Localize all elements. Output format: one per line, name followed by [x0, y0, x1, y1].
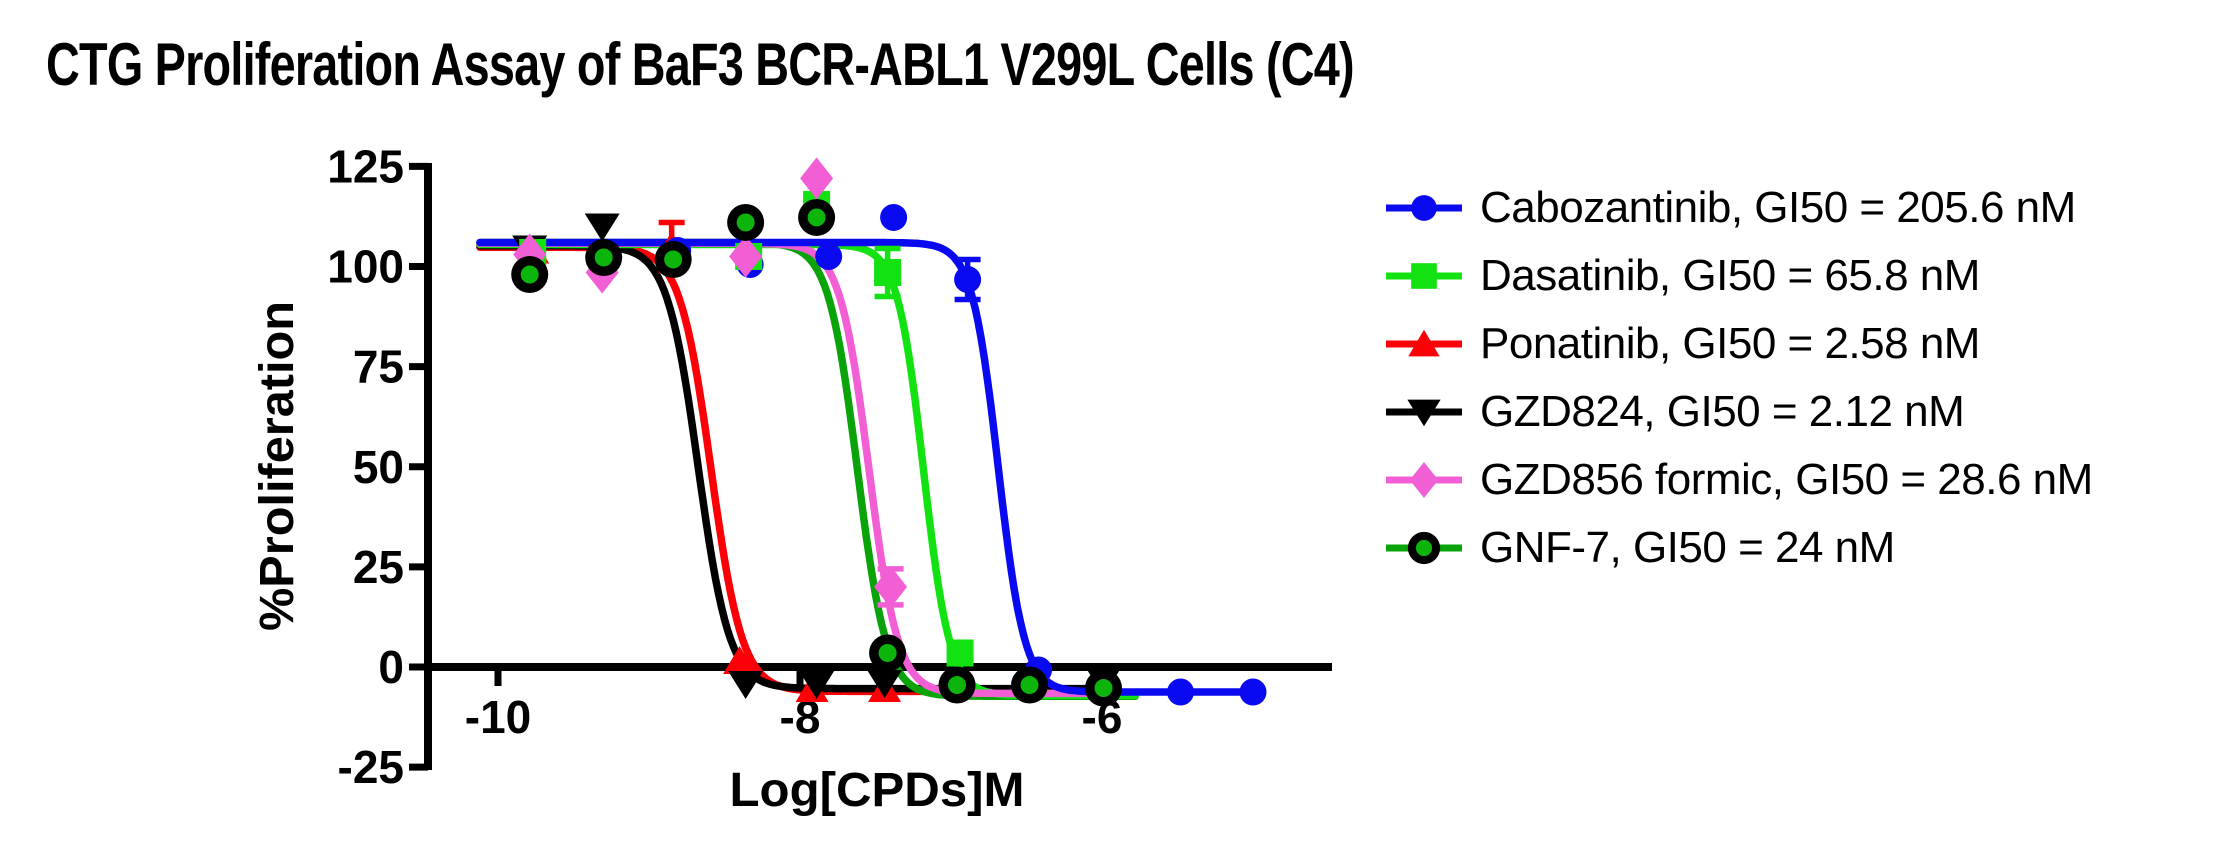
legend-marker-shape [1408, 329, 1440, 357]
legend-label: GZD856 formic, GI50 = 28.6 nM [1480, 455, 2093, 504]
fit-curve-dasatinib [476, 240, 1139, 700]
y-tick-label: 125 [327, 140, 404, 192]
series-cabozantinib [664, 203, 1267, 706]
point-gnf-7 [938, 666, 976, 704]
legend-marker-shape [1409, 461, 1439, 499]
legend-item: Dasatinib, GI50 = 65.8 nM [1384, 251, 2093, 300]
ponatinib-marker-icon [1386, 329, 1462, 357]
legend-label: Cabozantinib, GI50 = 205.6 nM [1480, 183, 2076, 232]
y-tick-label: 50 [353, 441, 404, 493]
legend-item: Cabozantinib, GI50 = 205.6 nM [1384, 183, 2093, 232]
point-dasatinib [874, 259, 902, 287]
y-tick-label: -25 [338, 741, 404, 793]
x-tick-label: -10 [465, 691, 531, 743]
series-gnf-7 [511, 198, 1123, 707]
point-ponatinib [723, 645, 757, 674]
point-cabozantinib [1239, 678, 1267, 706]
point-cabozantinib [880, 203, 908, 231]
x-axis-title: Log[CPDs]M [730, 764, 1025, 817]
legend-label: GZD824, GI50 = 2.12 nM [1480, 387, 1965, 436]
legend: Cabozantinib, GI50 = 205.6 nM Dasatinib,… [1384, 183, 2093, 572]
point-gzd856-formic [800, 157, 834, 200]
point-cabozantinib [815, 242, 843, 270]
point-gzd824 [584, 213, 620, 242]
dasatinib-marker-icon [1386, 263, 1462, 289]
gzd856-marker-icon [1386, 461, 1462, 499]
gzd824-marker-icon [1386, 399, 1462, 427]
legend-marker-shape [1407, 531, 1441, 565]
point-gzd856-formic [729, 235, 763, 278]
y-tick-label: 75 [353, 341, 404, 393]
legend-marker-shape [1411, 195, 1437, 221]
point-gnf-7 [585, 238, 623, 276]
chart-title: CTG Proliferation Assay of BaF3 BCR-ABL1… [46, 31, 1355, 98]
y-tick-label: 25 [353, 541, 404, 593]
fit-curves [476, 238, 1257, 700]
y-tick-label: 0 [378, 641, 404, 693]
legend-label: Ponatinib, GI50 = 2.58 nM [1480, 319, 1980, 368]
legend-label: GNF-7, GI50 = 24 nM [1480, 523, 1895, 572]
point-gnf-7 [727, 203, 765, 241]
point-dasatinib [946, 639, 974, 667]
fit-curve-gzd824 [476, 241, 1112, 693]
point-gzd824 [728, 671, 764, 700]
legend-item: GZD824, GI50 = 2.12 nM [1384, 387, 2093, 436]
point-gnf-7 [1085, 669, 1123, 707]
legend-label: Dasatinib, GI50 = 65.8 nM [1480, 251, 1980, 300]
point-gnf-7 [798, 198, 836, 236]
point-cabozantinib [1167, 678, 1195, 706]
point-gzd824 [867, 670, 903, 699]
legend-marker-shape [1411, 263, 1437, 289]
legend-marker-shape [1407, 399, 1441, 427]
point-gnf-7 [1011, 666, 1049, 704]
legend-item: GNF-7, GI50 = 24 nM [1384, 523, 2093, 572]
data-points [511, 157, 1267, 707]
fit-curve-gnf-7 [476, 238, 1139, 700]
y-tick-label: 100 [327, 241, 404, 293]
point-gnf-7 [511, 256, 549, 294]
point-gnf-7 [654, 240, 692, 278]
point-gzd824 [799, 671, 835, 700]
point-gnf-7 [869, 634, 907, 672]
fit-curve-gzd856-formic [476, 239, 1106, 698]
gnf7-marker-icon [1386, 531, 1462, 565]
legend-item: GZD856 formic, GI50 = 28.6 nM [1384, 455, 2093, 504]
point-gzd856-formic [874, 565, 908, 608]
y-axis-title: %Proliferation [251, 301, 304, 631]
legend-item: Ponatinib, GI50 = 2.58 nM [1384, 319, 2093, 368]
point-cabozantinib [954, 266, 982, 294]
cabozantinib-marker-icon [1386, 195, 1462, 221]
